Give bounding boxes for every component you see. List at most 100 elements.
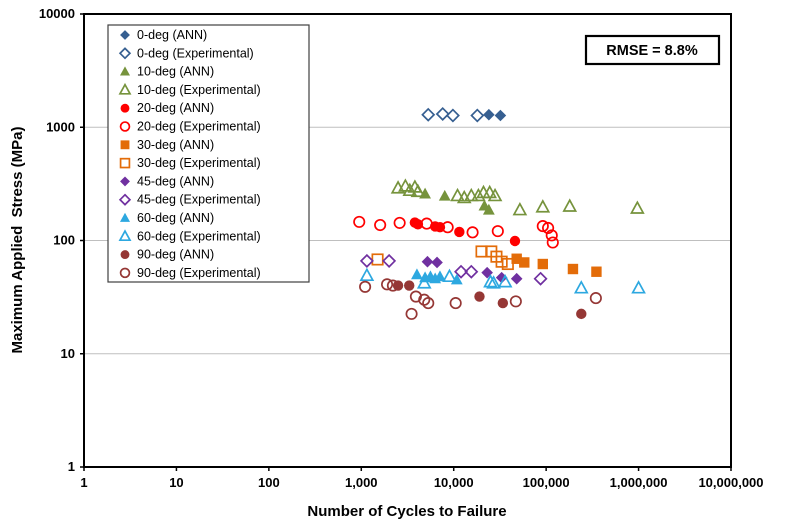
triangle-marker-icon [118,229,132,242]
data-point [535,199,551,213]
data-point [475,245,488,258]
legend-item: 60-deg (Experimental) [118,229,261,243]
series-30-deg-experimental- [371,245,514,271]
legend-box [107,24,310,283]
legend-label: 60-deg (ANN) [137,211,214,225]
data-point [509,235,521,247]
data-point [421,255,434,268]
y-tick-labels: 1 10 100 1000 10000 [39,6,75,474]
y-tick-label: 10 [61,346,75,361]
square-marker-icon [119,157,131,169]
data-point [519,257,530,268]
triangle-marker-icon [119,66,131,76]
legend-item: 10-deg (Experimental) [118,82,261,97]
data-point [405,307,418,320]
diamond-marker-icon [118,193,132,206]
data-point [491,225,504,238]
data-point [353,215,366,228]
data-point [562,198,578,212]
x-tick-label: 100 [258,475,280,490]
diamond-marker-icon [120,30,130,40]
data-point [386,279,399,292]
data-point [449,297,462,310]
y-tick-label: 1 [68,459,75,474]
legend-label: 20-deg (Experimental) [137,120,261,134]
x-axis-title: Number of Cycles to Failure [307,503,506,520]
legend-label: 0-deg (ANN) [137,28,207,42]
data-point [404,280,415,291]
legend-item: 90-deg (Experimental) [119,266,261,280]
data-point [497,297,509,309]
legend-label: 90-deg (ANN) [137,248,214,262]
data-point [381,278,394,291]
x-tick-label: 1 [80,475,87,490]
series-0-deg-experimental- [421,106,485,123]
x-tick-label: 1,000,000 [610,475,668,490]
legend-item: 0-deg (ANN) [120,28,207,42]
data-point [510,272,523,285]
legend-item: 0-deg (Experimental) [118,46,254,60]
legend-label: 10-deg (Experimental) [137,83,261,97]
data-point [545,229,558,242]
legend-label: 45-deg (Experimental) [137,193,261,207]
data-point [509,295,522,308]
data-point [512,202,528,216]
data-point [494,109,507,122]
diamond-marker-icon [118,47,132,60]
x-tick-label: 10,000,000 [698,475,763,490]
data-point [497,274,513,288]
series-layer [353,106,646,320]
y-tick-label: 1000 [46,119,75,134]
data-point [416,275,432,289]
data-point [402,182,418,197]
legend-item: 45-deg (Experimental) [118,193,261,207]
data-point [411,268,423,280]
data-point [422,297,435,310]
legend-label: 45-deg (ANN) [137,174,214,188]
data-point [501,257,514,271]
legend-item: 45-deg (ANN) [120,174,214,188]
data-point [374,218,387,232]
legend-label: 30-deg (ANN) [137,138,214,152]
data-point [441,221,454,234]
data-point [464,264,479,279]
data-point [573,280,589,294]
series-60-deg-experimental- [359,267,646,294]
series-0-deg-ann- [483,108,507,122]
data-point [542,221,555,235]
data-point [431,256,443,269]
data-point [533,271,548,286]
data-point [454,226,465,238]
data-point [450,187,465,202]
rmse-label: RMSE = 8.8% [606,43,698,59]
data-point [466,226,479,239]
series-30-deg-ann- [511,253,602,277]
x-tick-label: 100,000 [523,475,570,490]
series-20-deg-experimental- [353,215,559,249]
data-point [483,274,498,288]
data-point [483,108,495,121]
legend-item: 10-deg (ANN) [119,65,214,79]
legend-item: 30-deg (ANN) [120,138,214,152]
data-point [435,106,450,121]
circle-marker-icon [119,121,131,132]
y-tick-label: 10000 [39,6,75,21]
legend-item: 20-deg (Experimental) [119,120,261,134]
legend-label: 10-deg (ANN) [137,65,214,79]
data-point [495,271,508,284]
circle-marker-icon [120,103,130,113]
data-point [631,280,646,294]
data-point [486,275,501,289]
data-point [537,258,548,270]
rmse-annotation: RMSE = 8.8% [584,34,721,66]
square-marker-icon [120,140,130,150]
x-tick-label: 10 [169,475,183,490]
triangle-marker-icon [119,212,131,222]
data-point [412,219,424,230]
diamond-marker-icon [120,176,130,187]
data-point [576,308,587,320]
data-point [359,253,374,268]
data-point [487,187,503,202]
data-point [511,253,522,264]
